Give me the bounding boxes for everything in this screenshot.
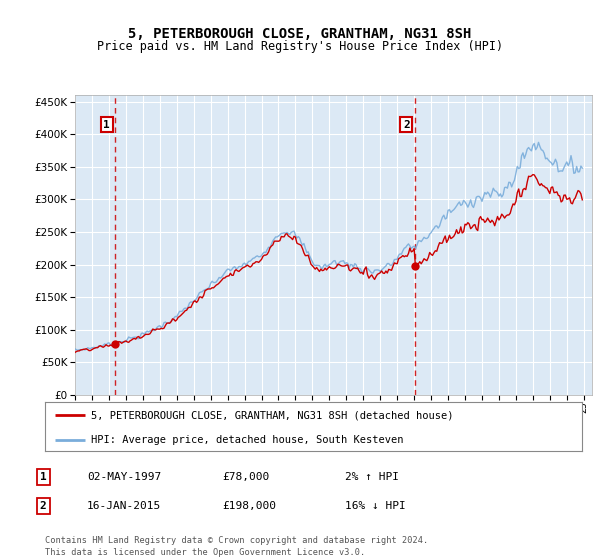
Text: 16% ↓ HPI: 16% ↓ HPI (345, 501, 406, 511)
Text: 5, PETERBOROUGH CLOSE, GRANTHAM, NG31 8SH: 5, PETERBOROUGH CLOSE, GRANTHAM, NG31 8S… (128, 27, 472, 41)
Text: 1: 1 (40, 472, 47, 482)
Text: £198,000: £198,000 (222, 501, 276, 511)
Text: 5, PETERBOROUGH CLOSE, GRANTHAM, NG31 8SH (detached house): 5, PETERBOROUGH CLOSE, GRANTHAM, NG31 8S… (91, 410, 453, 421)
Text: 2% ↑ HPI: 2% ↑ HPI (345, 472, 399, 482)
Text: Contains HM Land Registry data © Crown copyright and database right 2024.: Contains HM Land Registry data © Crown c… (45, 536, 428, 545)
Text: HPI: Average price, detached house, South Kesteven: HPI: Average price, detached house, Sout… (91, 435, 403, 445)
Text: This data is licensed under the Open Government Licence v3.0.: This data is licensed under the Open Gov… (45, 548, 365, 557)
Text: Price paid vs. HM Land Registry's House Price Index (HPI): Price paid vs. HM Land Registry's House … (97, 40, 503, 53)
Text: 1: 1 (103, 119, 110, 129)
Text: £78,000: £78,000 (222, 472, 269, 482)
Text: 2: 2 (40, 501, 47, 511)
Text: 02-MAY-1997: 02-MAY-1997 (87, 472, 161, 482)
Text: 16-JAN-2015: 16-JAN-2015 (87, 501, 161, 511)
Text: 2: 2 (403, 119, 410, 129)
